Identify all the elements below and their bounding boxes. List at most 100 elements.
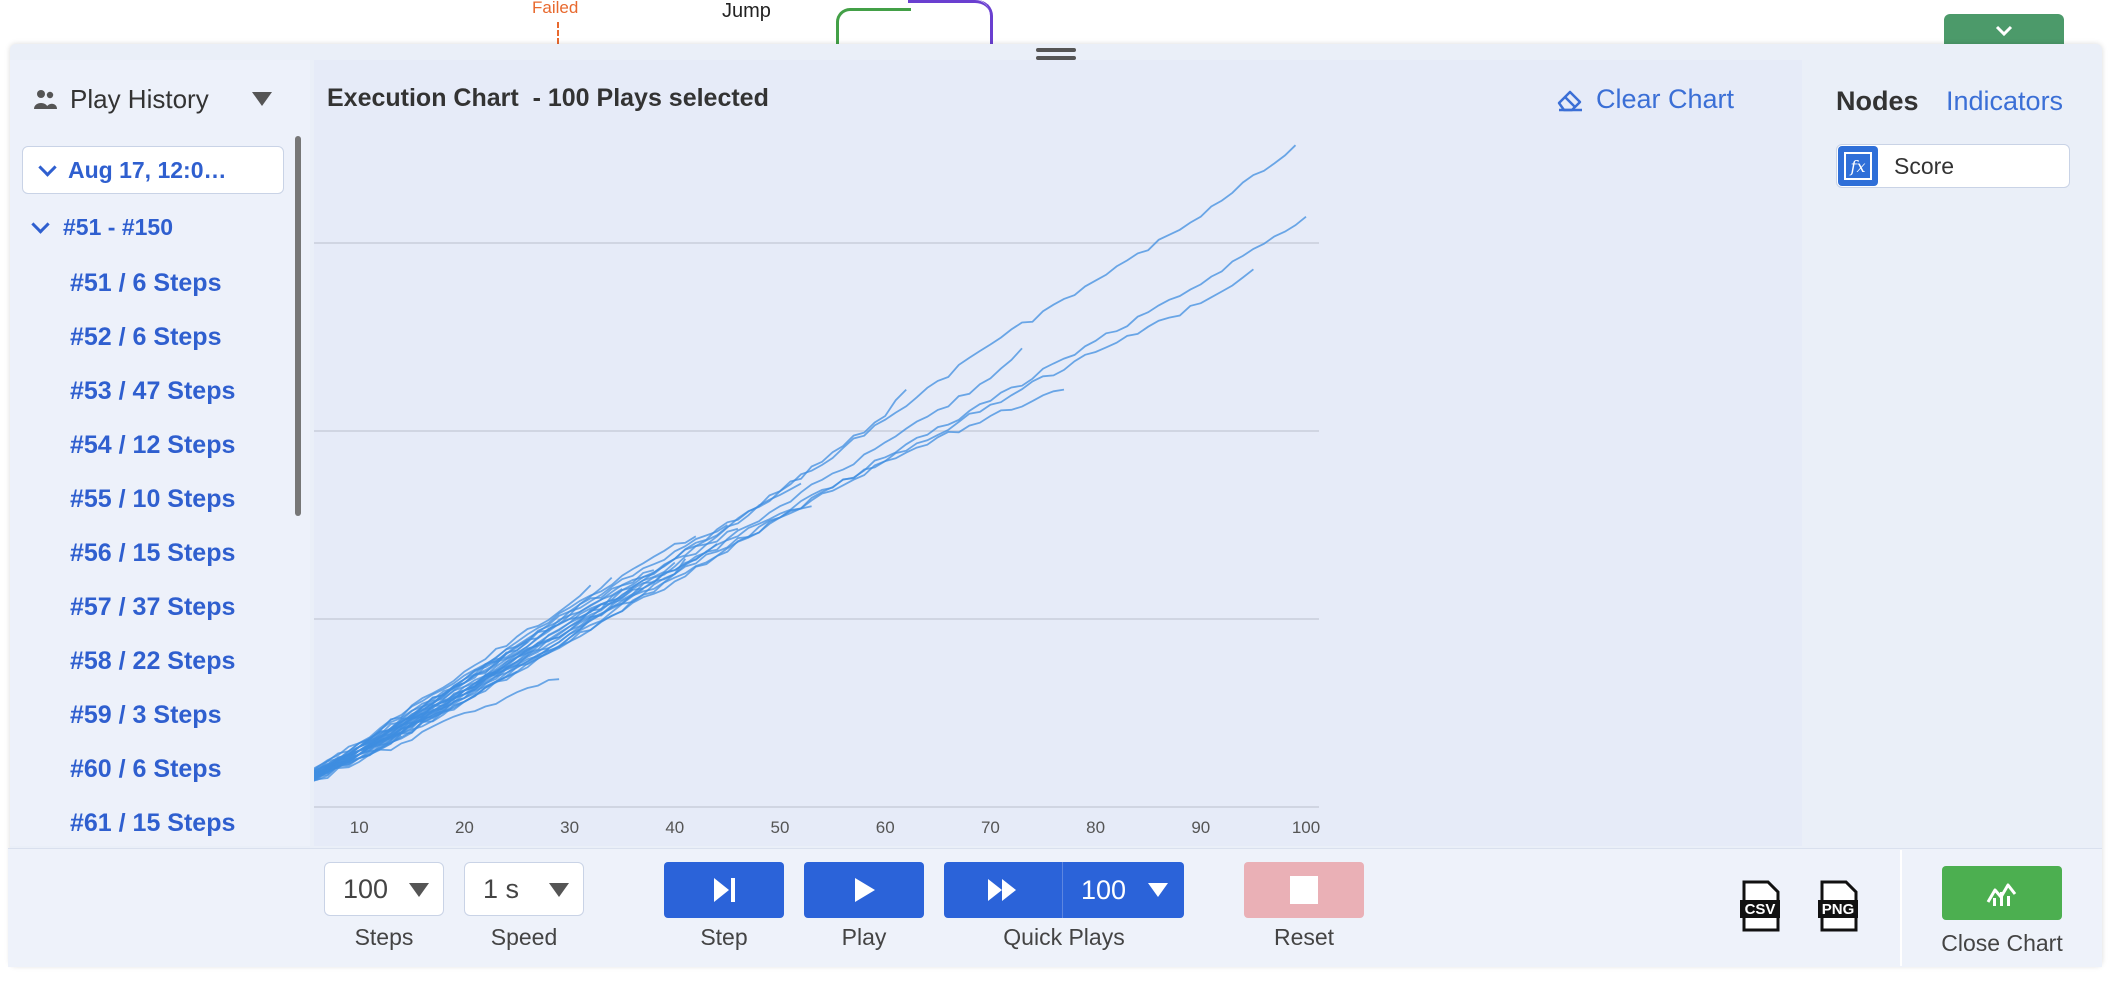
reset-button[interactable] — [1244, 862, 1364, 918]
series-line — [314, 670, 518, 782]
csv-icon-label: CSV — [1745, 901, 1776, 918]
series-line — [314, 712, 423, 778]
history-item[interactable]: #53 / 47 Steps — [70, 377, 236, 405]
chevron-down-icon — [31, 215, 50, 234]
date-group-label: Aug 17, 12:0… — [68, 156, 227, 183]
range-group-toggle[interactable]: #51 - #150 — [31, 214, 173, 241]
execution-chart: 050100150102030405060708090100 — [314, 144, 1320, 837]
series-line — [314, 588, 644, 780]
series-line — [314, 734, 402, 780]
clear-chart-label: Clear Chart — [1596, 84, 1735, 114]
series-line — [314, 753, 360, 779]
history-item[interactable]: #59 / 3 Steps — [70, 701, 222, 729]
chart-title: Execution Chart - 100 Plays selected — [327, 84, 769, 112]
jump-node-label: Jump — [722, 0, 771, 22]
close-chart-button[interactable] — [1942, 866, 2062, 920]
caret-down-icon — [1148, 883, 1169, 897]
step-label: Step — [700, 924, 748, 950]
series-line — [314, 388, 907, 776]
failed-connector — [557, 22, 559, 44]
score-indicator[interactable]: fx Score — [1836, 144, 2070, 188]
x-tick-label: 70 — [981, 818, 1000, 837]
green-connector — [836, 8, 911, 51]
steps-label: Steps — [354, 924, 414, 950]
series-line — [314, 764, 339, 779]
play-icon — [855, 878, 875, 902]
series-line — [314, 652, 508, 770]
steps-select[interactable]: 100 — [324, 862, 444, 916]
history-item[interactable]: #61 / 15 Steps — [70, 809, 236, 837]
x-tick-label: 90 — [1191, 818, 1210, 837]
clear-chart-button[interactable]: Clear Chart — [1556, 84, 1734, 115]
history-item[interactable]: #57 / 37 Steps — [70, 593, 236, 621]
resize-handle[interactable] — [1036, 48, 1076, 60]
speed-label: Speed — [490, 924, 558, 950]
x-tick-label: 100 — [1292, 818, 1320, 837]
quick-plays-label: Quick Plays — [1003, 924, 1125, 950]
history-item[interactable]: #52 / 6 Steps — [70, 323, 222, 351]
play-history-dropdown-icon[interactable] — [252, 92, 272, 106]
series-line — [314, 505, 812, 780]
csv-export-icon[interactable]: CSV — [1738, 880, 1782, 932]
history-item[interactable]: #55 / 10 Steps — [70, 485, 236, 513]
history-item[interactable]: #54 / 12 Steps — [70, 431, 236, 459]
stop-icon — [1290, 876, 1318, 904]
series-line — [314, 644, 539, 776]
failed-node-label: Failed — [532, 0, 579, 17]
close-chart-label: Close Chart — [1941, 930, 2063, 956]
series-line — [314, 388, 1065, 779]
history-item[interactable]: #51 / 6 Steps — [70, 269, 222, 297]
step-forward-icon — [714, 878, 735, 902]
chart-area — [314, 60, 1802, 846]
series-line — [314, 216, 1307, 781]
speed-value: 1 s — [483, 873, 520, 904]
toolbar-divider — [1900, 850, 1902, 966]
quick-plays-divider — [1062, 862, 1063, 918]
x-tick-label: 40 — [665, 818, 684, 837]
chevron-down-icon — [38, 157, 57, 177]
diagram-background — [0, 0, 2122, 48]
quick-plays-button[interactable] — [944, 862, 1062, 918]
sidebar-scrollbar[interactable] — [295, 136, 301, 516]
users-icon — [34, 89, 57, 109]
x-tick-label: 10 — [350, 818, 369, 837]
history-item[interactable]: #60 / 6 Steps — [70, 755, 222, 783]
x-tick-label: 60 — [876, 818, 895, 837]
series-line — [314, 144, 1297, 775]
play-history-header[interactable]: Play History — [32, 84, 209, 115]
series-line — [314, 678, 560, 782]
tab-indicators[interactable]: Indicators — [1946, 86, 2064, 116]
reset-label: Reset — [1273, 924, 1335, 950]
png-export-icon[interactable]: PNG — [1816, 880, 1860, 932]
x-tick-label: 80 — [1086, 818, 1105, 837]
play-history-title: Play History — [70, 84, 209, 114]
series-line — [314, 603, 602, 776]
tab-nodes[interactable]: Nodes — [1836, 86, 1919, 116]
history-item[interactable]: #56 / 15 Steps — [70, 539, 236, 567]
score-label: Score — [1894, 152, 1955, 179]
x-tick-label: 50 — [771, 818, 790, 837]
caret-down-icon — [409, 883, 429, 897]
range-group-label: #51 - #150 — [63, 214, 173, 240]
speed-select[interactable]: 1 s — [464, 862, 584, 916]
step-button[interactable] — [664, 862, 784, 918]
purple-connector-top — [908, 0, 990, 15]
chart-icon — [1986, 883, 2017, 906]
steps-value: 100 — [343, 873, 389, 904]
play-history-list: #51 / 6 Steps #52 / 6 Steps #53 / 47 Ste… — [70, 262, 290, 856]
series-line — [314, 731, 381, 774]
fast-forward-icon — [988, 879, 1016, 901]
function-icon: fx — [1838, 146, 1878, 186]
quick-plays-value: 100 — [1081, 874, 1127, 905]
history-item[interactable]: #58 / 22 Steps — [70, 647, 236, 675]
series-line — [314, 268, 1254, 781]
eraser-icon — [1557, 90, 1582, 111]
collapse-tab-button[interactable] — [1944, 14, 2064, 48]
date-group-toggle[interactable]: Aug 17, 12:0… — [22, 146, 284, 194]
quick-plays-count-select[interactable]: 100 — [1063, 862, 1184, 918]
series-line — [314, 584, 592, 773]
purple-connector — [908, 0, 993, 48]
play-label: Play — [841, 924, 887, 950]
play-button[interactable] — [804, 862, 924, 918]
png-icon-label: PNG — [1822, 901, 1855, 918]
